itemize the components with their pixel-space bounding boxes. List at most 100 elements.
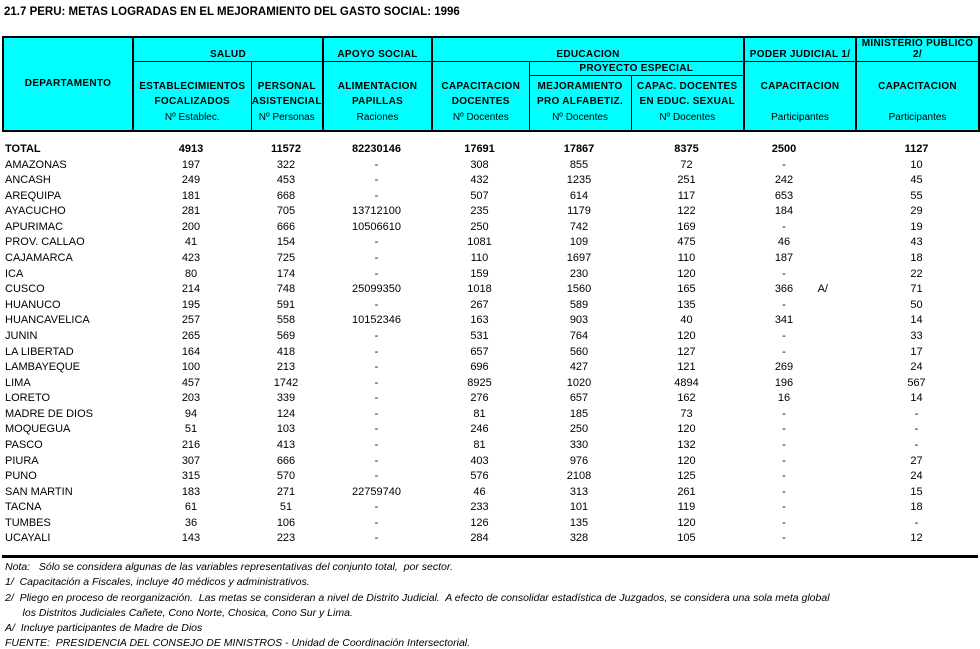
- cell-value: 265: [181, 329, 201, 342]
- row-label: PASCO: [5, 438, 43, 451]
- table-row: AMAZONAS 197 322 - 308 855 72 - 10: [2, 158, 978, 174]
- cell-value: 33: [910, 329, 923, 342]
- cell-value: -: [782, 298, 786, 311]
- cell-value: -: [782, 267, 786, 280]
- cell-value: 103: [276, 423, 296, 436]
- cell-value: 17867: [563, 143, 595, 155]
- cell-value: 403: [470, 454, 489, 467]
- cell-value: 17691: [464, 143, 495, 155]
- col-unit: Raciones: [356, 111, 399, 123]
- row-label: TOTAL: [5, 143, 41, 155]
- cell-value: -: [914, 423, 919, 436]
- cell-value: 271: [276, 485, 296, 498]
- cell-value: 903: [569, 314, 589, 327]
- cell-value: 213: [276, 361, 296, 374]
- cell-value: 570: [276, 470, 296, 483]
- cell-value: 2500: [771, 143, 797, 155]
- cell-value: 61: [184, 501, 198, 514]
- cell-value: 725: [276, 252, 296, 265]
- cell-value: 135: [677, 298, 696, 311]
- cell-value: 80: [184, 267, 198, 280]
- cell-value: 614: [569, 189, 589, 202]
- table-body: TOTAL 4913 11572 82230146 17691 17867 8375 2500…: [2, 142, 978, 547]
- cell-value: 1020: [566, 376, 592, 389]
- cell-value: 281: [181, 205, 201, 218]
- row-label: PIURA: [5, 454, 39, 467]
- cell-value: -: [782, 407, 786, 420]
- cell-value: 81: [473, 438, 486, 451]
- cell-value: 423: [181, 252, 201, 265]
- col-unit: Participantes: [888, 111, 947, 123]
- table-row: MOQUEGUA 51 103 - 246 250 120 - -: [2, 422, 978, 438]
- table-row: JUNIN 265 569 - 531 764 120 - 33: [2, 329, 978, 345]
- cell-value: 120: [677, 454, 696, 467]
- cell-value: 17: [910, 345, 923, 358]
- cell-value: 154: [276, 236, 296, 249]
- cell-value: -: [374, 361, 379, 374]
- row-label: HUANCAVELICA: [5, 314, 90, 327]
- cell-value: -: [782, 485, 786, 498]
- row-label: CUSCO: [5, 283, 45, 296]
- cell-value: -: [374, 267, 379, 280]
- cell-value: 169: [677, 220, 696, 233]
- row-label: MADRE DE DIOS: [5, 407, 94, 420]
- cell-value: 24: [910, 470, 923, 483]
- cell-value: 453: [276, 174, 296, 187]
- row-label: ICA: [5, 267, 24, 280]
- cell-value: 1127: [904, 143, 929, 155]
- footnote-a: A/ Incluye participantes de Madre de Dio…: [5, 622, 203, 635]
- row-label: JUNIN: [5, 329, 38, 342]
- cell-value: 1179: [567, 205, 591, 218]
- cell-value: 8925: [467, 376, 492, 389]
- cell-value: 269: [774, 361, 794, 374]
- cell-value: 657: [470, 345, 489, 358]
- cell-value: 51: [184, 423, 198, 436]
- cell-value: 307: [181, 454, 201, 467]
- cell-value: 174: [276, 267, 296, 280]
- cell-value: 4913: [178, 143, 204, 155]
- cell-value: 122: [677, 205, 696, 218]
- table-row: PASCO 216 413 - 81 330 132 - -: [2, 438, 978, 454]
- cell-value: 246: [470, 423, 489, 436]
- cell-value: 120: [677, 516, 696, 529]
- table-row: LA LIBERTAD 164 418 - 657 560 127 - 17: [2, 345, 978, 361]
- footnote-1: 1/ Capacitación a Fiscales, incluye 40 m…: [5, 576, 310, 589]
- col-group-poder-judicial: PODER JUDICIAL 1/: [744, 36, 858, 62]
- row-label: CAJAMARCA: [5, 252, 73, 265]
- cell-value: 558: [276, 314, 296, 327]
- cell-value: 284: [470, 532, 489, 545]
- cell-value: -: [374, 423, 379, 436]
- table-header: DEPARTAMENTO SALUD APOYO SOCIAL EDUCACIO…: [2, 36, 980, 132]
- cell-value: 46: [473, 485, 486, 498]
- cell-value: 4894: [674, 376, 699, 389]
- table-row: TACNA 61 51 - 233 101 119 - 18: [2, 500, 978, 516]
- cell-value: -: [374, 438, 379, 451]
- row-label: TUMBES: [5, 516, 51, 529]
- cell-value: 126: [470, 516, 489, 529]
- cell-value: -: [782, 532, 786, 545]
- cell-value: -: [782, 158, 786, 171]
- cell-value: 1081: [467, 236, 492, 249]
- row-label: ANCASH: [5, 174, 51, 187]
- row-label: APURIMAC: [5, 220, 64, 233]
- cell-value: 576: [470, 470, 489, 483]
- cell-value: 15: [910, 485, 923, 498]
- cell-value: -: [782, 438, 786, 451]
- cell-value: -: [374, 407, 379, 420]
- cell-value: -: [914, 516, 919, 529]
- cell-value: -: [782, 470, 786, 483]
- footnote-ref: A/: [817, 283, 828, 296]
- data-table: TOTAL 4913 11572 82230146 17691 17867 8375 2500…: [2, 142, 978, 547]
- cell-value: 127: [677, 345, 696, 358]
- table-row: UCAYALI 143 223 - 284 328 105 - 12: [2, 531, 978, 547]
- cell-value: -: [782, 516, 786, 529]
- cell-value: 276: [470, 392, 489, 405]
- cell-value: -: [374, 252, 379, 265]
- cell-value: 251: [677, 174, 696, 187]
- row-label: SAN MARTIN: [5, 485, 73, 498]
- cell-value: 185: [569, 407, 589, 420]
- col-unit: Nº Establec.: [164, 111, 220, 123]
- cell-value: 165: [677, 283, 696, 296]
- row-label: LIMA: [5, 376, 31, 389]
- cell-value: 261: [677, 485, 696, 498]
